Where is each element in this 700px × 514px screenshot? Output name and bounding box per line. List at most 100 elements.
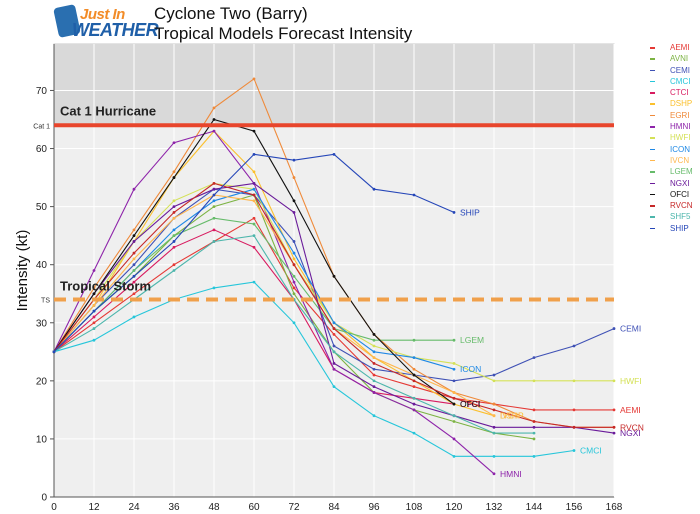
data-point	[492, 414, 496, 418]
data-point	[252, 181, 256, 185]
data-point	[132, 251, 136, 255]
data-point	[132, 315, 136, 319]
data-point	[332, 362, 336, 365]
data-point	[412, 367, 416, 371]
data-point	[572, 344, 576, 348]
x-tick-label: 60	[248, 502, 260, 513]
legend-item-avni: AVNI	[650, 53, 700, 64]
series-end-label: DSHP	[500, 411, 524, 421]
data-point	[332, 350, 336, 354]
data-point	[172, 205, 176, 209]
x-tick-label: 96	[368, 502, 380, 513]
data-point	[252, 187, 256, 191]
y-tick-label: 70	[36, 86, 48, 97]
data-point	[332, 367, 336, 371]
data-point	[172, 263, 176, 267]
chart-title-line-2: Tropical Models Forecast Intensity	[154, 24, 413, 43]
data-point	[92, 321, 96, 325]
data-point	[332, 332, 336, 336]
data-point	[412, 373, 416, 377]
data-point	[252, 222, 256, 226]
legend-item-rvcn: RVCN	[650, 200, 700, 211]
data-point	[452, 414, 456, 418]
series-end-label: RVCN	[620, 422, 644, 432]
legend-item-shf5: SHF5	[650, 211, 700, 222]
data-point	[572, 449, 576, 452]
data-point	[212, 181, 216, 185]
y-tick-label: 20	[36, 376, 48, 387]
legend-label: CMCI	[670, 76, 691, 86]
data-point	[532, 379, 536, 383]
legend-label: AVNI	[670, 54, 689, 64]
legend-swatch	[650, 216, 655, 218]
data-point	[92, 286, 96, 290]
legend-item-lgem: LGEM	[650, 166, 700, 177]
series-line-cmci	[53, 281, 575, 457]
legend-label: IVCN	[670, 155, 690, 165]
legend-label: CEMI	[670, 65, 690, 75]
x-tick-label: 72	[288, 502, 300, 513]
data-point	[132, 187, 136, 191]
legend-label: DSHP	[670, 99, 693, 109]
data-point	[252, 245, 256, 249]
data-point	[172, 234, 176, 238]
legend-item-icon: ICON	[650, 144, 700, 155]
legend-item-ofci: OFCI	[650, 189, 700, 200]
legend-swatch	[650, 205, 655, 207]
y-axis-label: Intensity (kt)	[14, 230, 31, 312]
data-point	[412, 338, 416, 342]
data-point	[132, 263, 136, 267]
legend-item-dshp: DSHP	[650, 98, 700, 109]
legend-label: SHF5	[670, 212, 691, 222]
data-point	[452, 391, 456, 394]
legend-swatch	[650, 171, 655, 173]
cat1-tick-label: Cat 1	[33, 123, 50, 130]
data-point	[212, 118, 216, 121]
data-point	[172, 269, 176, 272]
data-point	[292, 240, 296, 243]
cat1-label: Cat 1 Hurricane	[60, 103, 156, 118]
y-tick-label: 10	[36, 434, 48, 445]
data-point	[492, 431, 496, 435]
data-point	[92, 309, 96, 313]
series-end-label: SHIP	[460, 207, 480, 217]
data-point	[252, 234, 256, 238]
data-point	[172, 245, 176, 249]
x-tick-label: 108	[406, 502, 423, 513]
data-point	[572, 379, 576, 383]
legend-swatch	[650, 182, 655, 185]
data-point	[372, 414, 376, 418]
series-end-label: IVCN	[500, 411, 520, 421]
data-point	[292, 199, 296, 203]
legend-swatch	[650, 137, 655, 139]
legend-swatch	[650, 159, 655, 162]
data-point	[332, 152, 336, 156]
data-point	[172, 176, 176, 179]
data-point	[292, 211, 296, 214]
legend-swatch	[650, 227, 655, 230]
x-tick-label: 156	[566, 502, 583, 513]
legend-label: ICON	[670, 144, 690, 154]
legend-item-ivcn: IVCN	[650, 155, 700, 166]
legend-swatch	[650, 193, 655, 196]
data-point	[172, 199, 176, 203]
data-point	[412, 408, 416, 412]
x-tick-label: 36	[168, 502, 180, 513]
data-point	[372, 385, 376, 389]
data-point	[532, 431, 536, 435]
series-end-label: LGEM	[460, 335, 484, 345]
chart-title-line-1: Cyclone Two (Barry)	[154, 4, 308, 23]
data-point	[372, 332, 376, 336]
series-line-ivcn	[53, 194, 495, 417]
data-point	[492, 425, 496, 429]
data-point	[452, 211, 456, 214]
data-point	[532, 420, 536, 423]
data-point	[332, 344, 336, 348]
legend-label: LGEM	[670, 167, 693, 177]
data-point	[612, 425, 616, 429]
data-point	[212, 216, 216, 220]
data-point	[252, 170, 256, 174]
data-point	[492, 472, 496, 476]
data-point	[252, 129, 256, 133]
data-point	[452, 362, 456, 365]
